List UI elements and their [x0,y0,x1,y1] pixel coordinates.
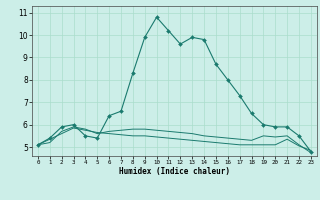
X-axis label: Humidex (Indice chaleur): Humidex (Indice chaleur) [119,167,230,176]
